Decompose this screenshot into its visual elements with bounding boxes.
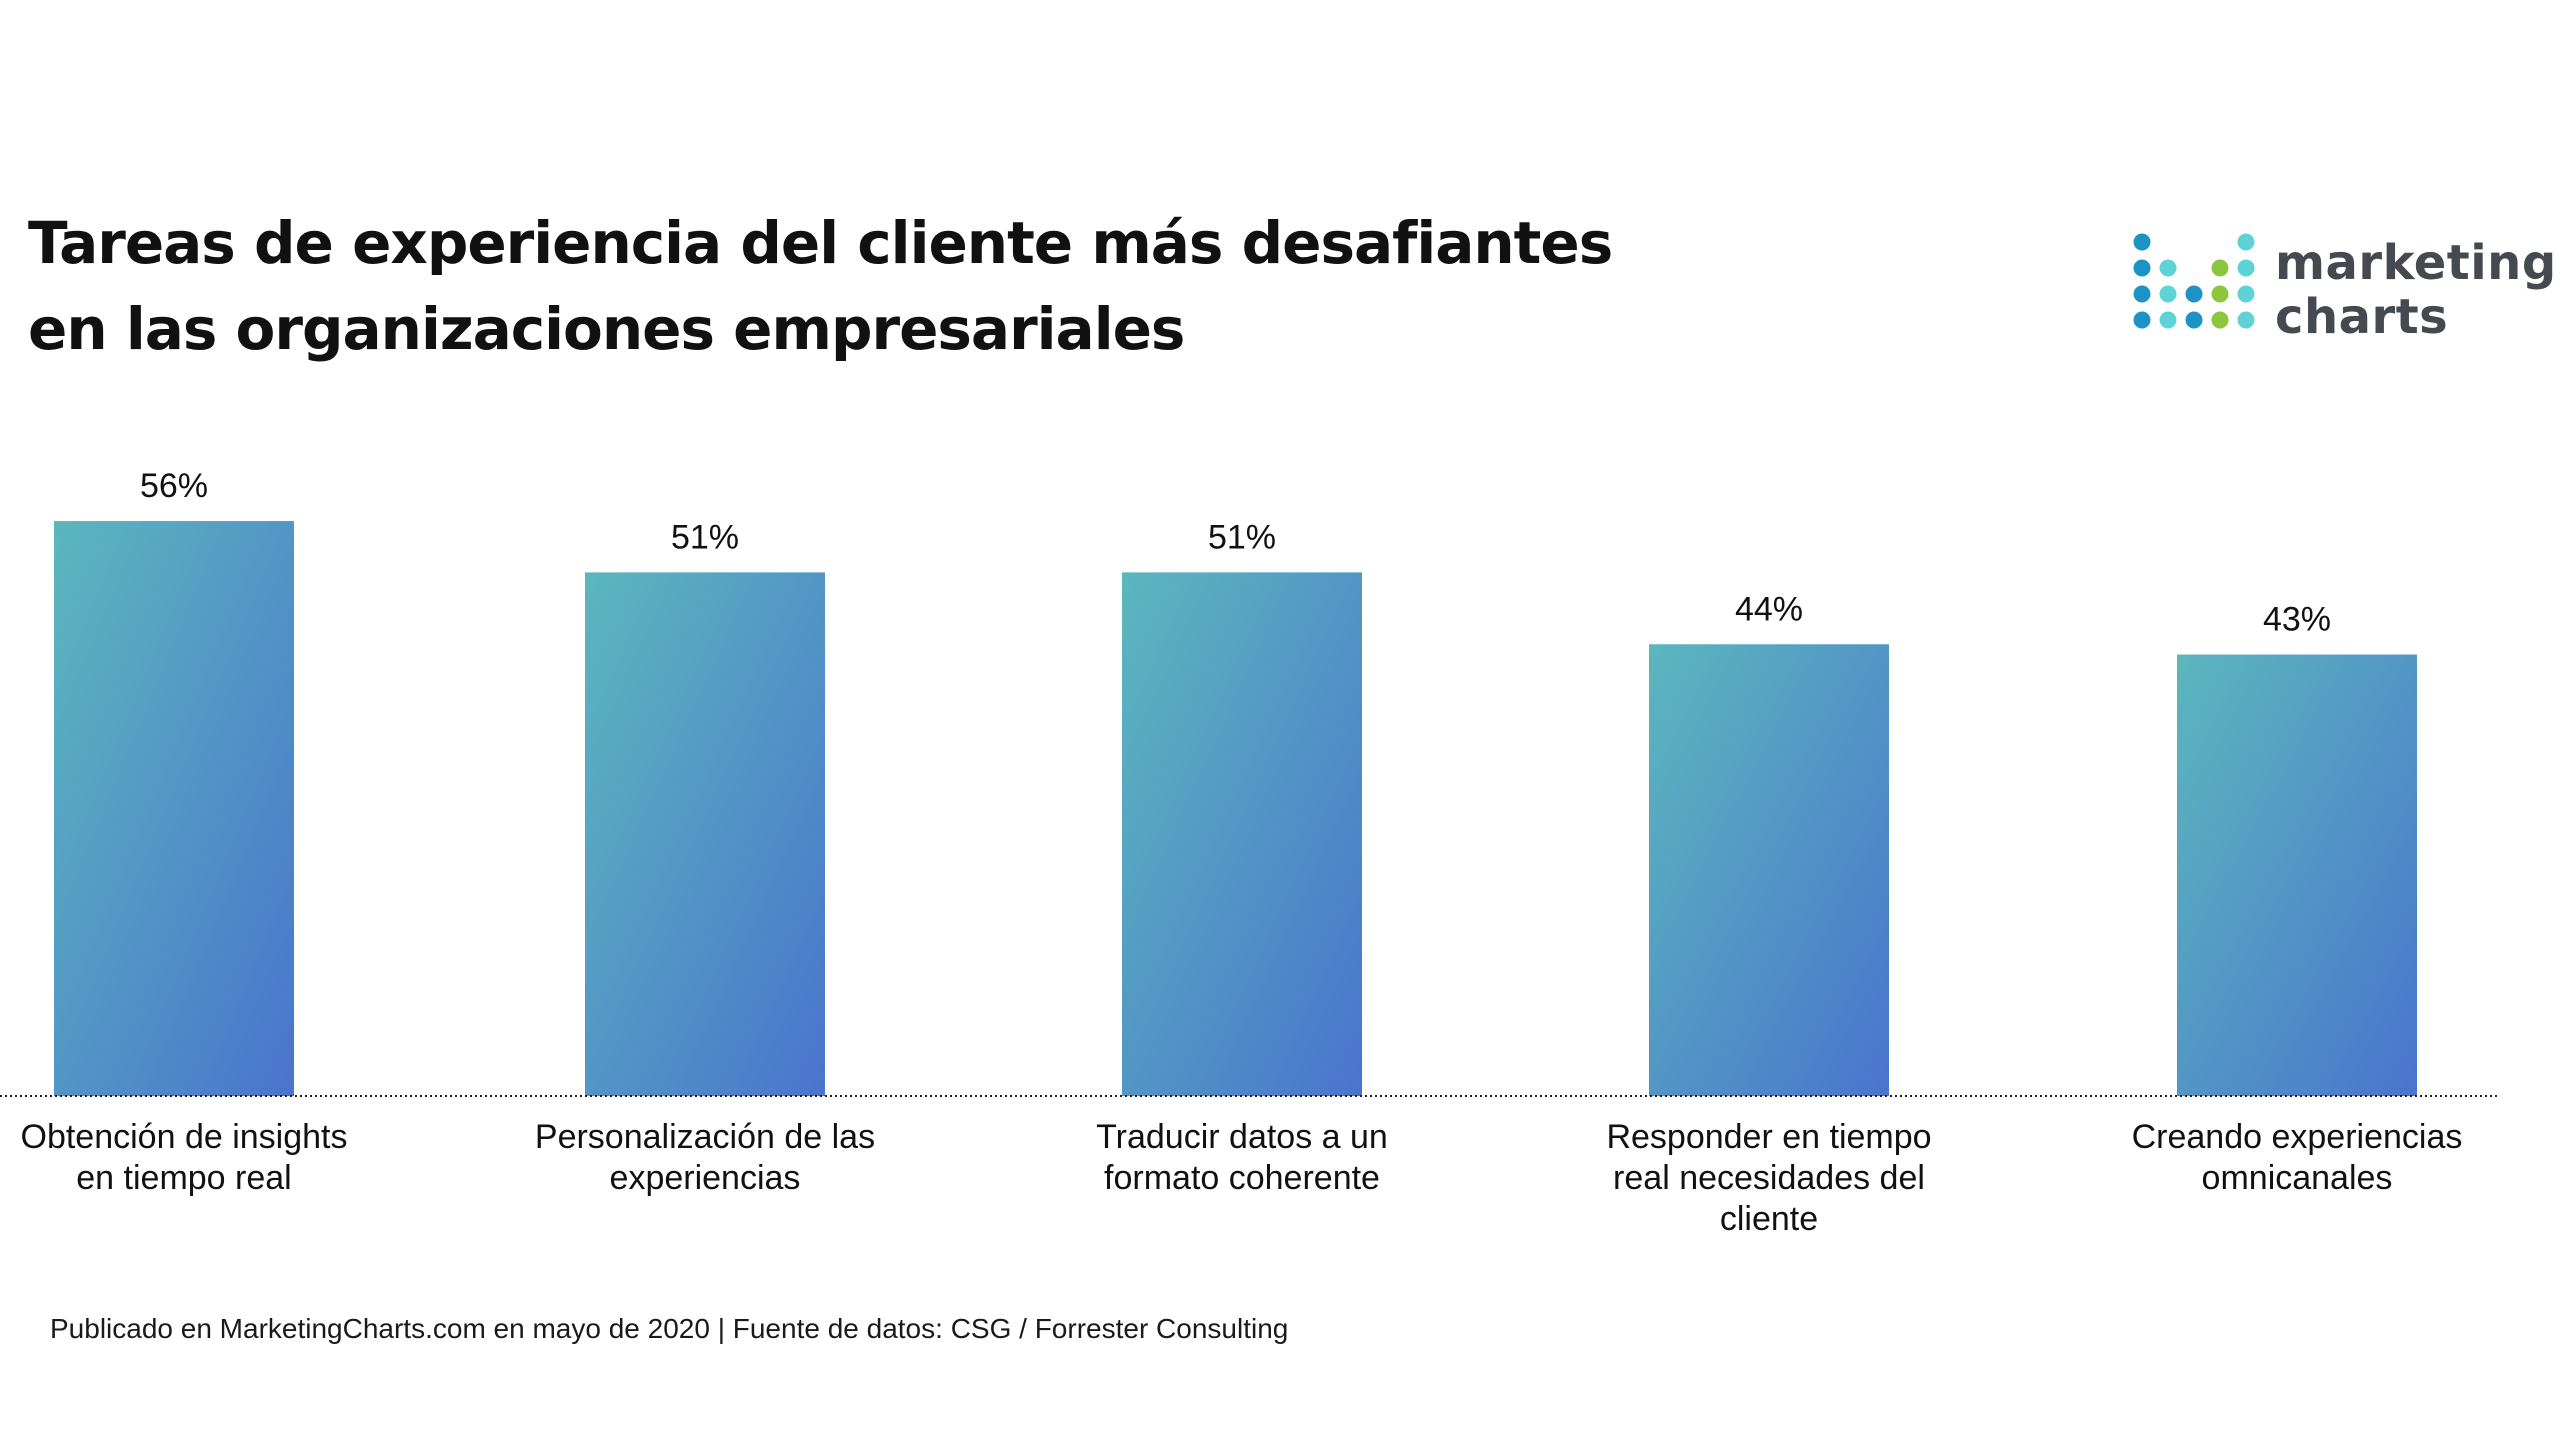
value-label-1: 56% [140, 467, 208, 505]
bar-4 [1649, 644, 1889, 1096]
logo-dot [2133, 285, 2151, 303]
logo-word-marketing: marketing [2275, 235, 2557, 291]
logo-dot [2133, 259, 2151, 277]
source-footer: Publicado en MarketingCharts.com en mayo… [50, 1313, 1289, 1344]
logo-dot [2159, 311, 2177, 329]
chart-title: Tareas de experiencia del cliente más de… [28, 200, 1613, 372]
logo-dot [2211, 285, 2229, 303]
value-label-5: 43% [2263, 601, 2331, 639]
logo-word-charts: charts [2275, 289, 2449, 345]
category-label-1-line-2: en tiempo real [76, 1159, 291, 1197]
category-label-4-line-2: real necesidades del [1613, 1159, 1925, 1197]
category-label-3-line-2: formato coherente [1104, 1159, 1380, 1197]
bar-5 [2177, 654, 2417, 1096]
category-label-4-line-3: cliente [1720, 1200, 1818, 1238]
bar-2 [585, 572, 825, 1096]
logo-dot [2237, 311, 2255, 329]
marketingcharts-logo: marketing charts [2130, 230, 2556, 350]
logo-dot [2211, 311, 2229, 329]
category-label-5-line-1: Creando experiencias [2132, 1118, 2463, 1156]
logo-dot [2159, 285, 2177, 303]
value-label-4: 44% [1735, 590, 1803, 628]
logo-dot [2237, 259, 2255, 277]
category-label-3-line-1: Traducir datos a un [1096, 1118, 1388, 1156]
logo-wordmark: marketing charts [2275, 236, 2557, 344]
bar-1 [54, 521, 294, 1096]
logo-dot [2211, 259, 2229, 277]
value-label-3: 51% [1208, 518, 1276, 556]
logo-dot [2185, 285, 2203, 303]
chart-title-line-2: en las organizaciones empresariales [28, 295, 1185, 363]
logo-dot [2185, 311, 2203, 329]
bars-layer [54, 521, 2417, 1096]
category-label-2-line-2: experiencias [610, 1159, 801, 1197]
category-label-5-line-2: omnicanales [2202, 1159, 2393, 1197]
bar-3 [1122, 572, 1362, 1096]
logo-dot [2133, 233, 2151, 251]
chart-title-line-1: Tareas de experiencia del cliente más de… [28, 209, 1613, 277]
category-label-2-line-1: Personalización de las [535, 1118, 875, 1156]
logo-dots-icon [2133, 233, 2255, 329]
category-label-4-line-1: Responder en tiempo [1606, 1118, 1931, 1156]
logo-dot [2237, 233, 2255, 251]
value-label-2: 51% [671, 518, 739, 556]
logo-dot [2133, 311, 2151, 329]
logo-dot [2237, 285, 2255, 303]
logo-dot [2159, 259, 2177, 277]
category-label-1-line-1: Obtención de insights [21, 1118, 348, 1156]
